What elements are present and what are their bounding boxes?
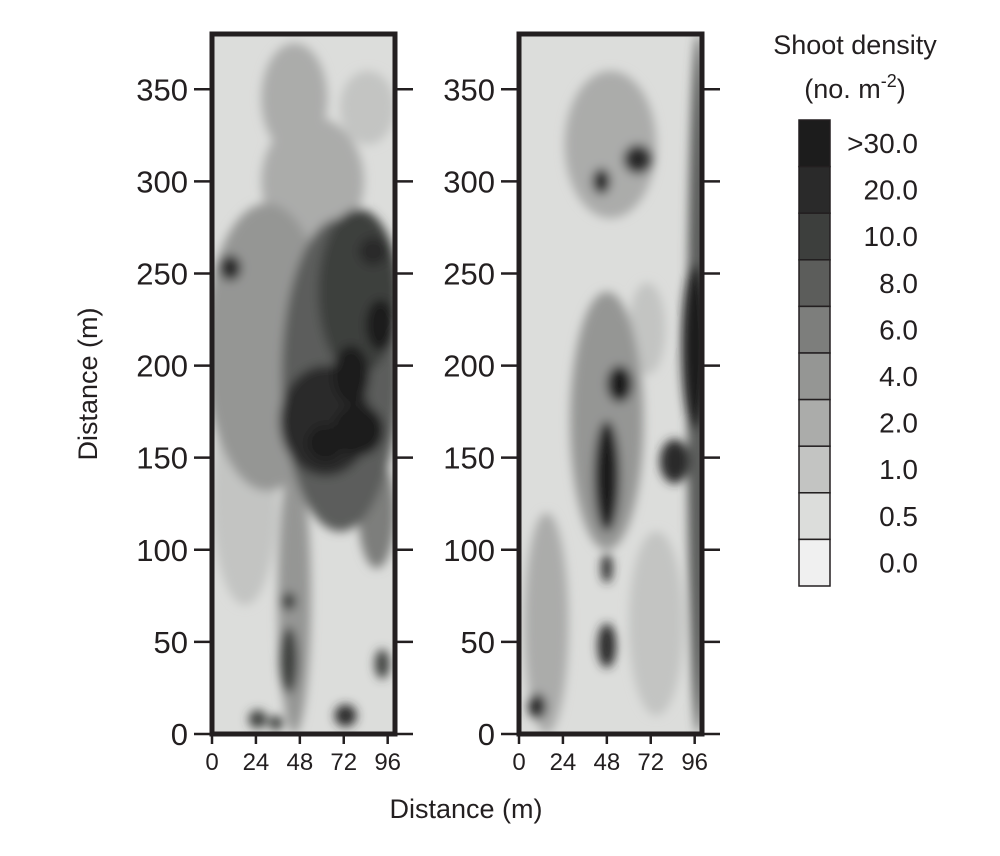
density-blob	[219, 255, 242, 281]
legend-swatch	[798, 445, 831, 494]
legend-label: 0.0	[879, 547, 918, 578]
x-axis-title: Distance (m)	[389, 794, 542, 824]
density-blob	[528, 693, 547, 720]
y-tick-label: 300	[136, 164, 188, 199]
y-tick-label: 100	[443, 533, 495, 568]
density-blob	[268, 715, 284, 731]
panel-frame	[516, 31, 705, 737]
legend-unit-superscript: -2	[881, 71, 897, 91]
density-blob	[358, 236, 388, 267]
x-axis-ticks: 0 24 48 72 96	[205, 734, 401, 776]
legend-labels: >30.0 20.0 10.0 8.0 6.0 4.0 2.0 1.0 0.5 0.0	[847, 128, 918, 578]
legend-label: 4.0	[879, 361, 918, 392]
legend-swatch	[798, 352, 831, 401]
legend-swatch	[798, 492, 831, 541]
legend: Shoot density (no. m-2) >30.0 20.0 10.0 8.0…	[773, 30, 937, 587]
density-blob	[623, 144, 653, 174]
legend-title: Shoot density	[773, 30, 937, 60]
legend-swatch	[798, 259, 831, 308]
x-tick-label: 48	[593, 749, 620, 776]
x-tick-label: 72	[330, 749, 357, 776]
x-tick-label: 24	[550, 749, 577, 776]
legend-label: 8.0	[879, 268, 918, 299]
density-blob	[281, 592, 297, 611]
x-tick-label: 96	[681, 749, 708, 776]
density-blob	[681, 264, 702, 431]
x-tick-label: 0	[512, 749, 525, 776]
legend-label: 1.0	[879, 454, 918, 485]
x-axis-ticks: 0 24 48 72 96	[512, 734, 708, 776]
y-tick-label: 0	[171, 717, 188, 752]
density-blob	[597, 623, 616, 668]
heatmap-panel-left: 0 50 100 150 200 250 300 350 0 24 48 72 96	[136, 31, 413, 776]
y-tick-label: 250	[443, 256, 495, 291]
density-field	[524, 34, 702, 734]
legend-swatches	[798, 119, 831, 587]
density-blob	[601, 553, 613, 583]
legend-swatch	[798, 398, 831, 447]
density-blob	[332, 345, 370, 405]
density-blob	[570, 291, 644, 550]
y-tick-label: 50	[461, 625, 495, 660]
heatmap-panel-right: 0 50 100 150 200 250 300 350 0 24 48 72 96	[443, 31, 720, 776]
density-blob	[524, 512, 569, 734]
density-field	[212, 43, 395, 734]
y-tick-label: 350	[443, 72, 495, 107]
density-blob	[628, 531, 684, 716]
legend-label: 6.0	[879, 314, 918, 345]
y-axis-ticks: 0 50 100 150 200 250 300 350	[443, 72, 720, 752]
legend-label: >30.0	[847, 128, 918, 159]
legend-swatch	[798, 119, 831, 168]
density-blob	[564, 70, 657, 219]
density-blob	[338, 212, 361, 239]
legend-unit-suffix: )	[897, 74, 906, 104]
density-blob	[594, 420, 620, 532]
x-tick-label: 24	[243, 749, 270, 776]
density-blob	[592, 168, 611, 195]
legend-swatch	[798, 305, 831, 354]
legend-label: 20.0	[864, 175, 919, 206]
y-tick-label: 50	[154, 625, 188, 660]
y-tick-label: 100	[136, 533, 188, 568]
legend-swatch	[798, 212, 831, 261]
density-blob	[279, 627, 299, 694]
density-blob	[365, 299, 395, 351]
density-blob	[628, 282, 666, 375]
legend-unit: (no. m-2)	[804, 71, 906, 104]
legend-label: 10.0	[864, 221, 919, 252]
legend-unit-prefix: (no. m	[804, 74, 881, 104]
legend-label: 2.0	[879, 408, 918, 439]
density-blob	[248, 710, 267, 729]
legend-swatch	[798, 538, 831, 587]
density-blob	[307, 424, 344, 462]
density-blob	[332, 404, 385, 456]
y-axis-ticks: 0 50 100 150 200 250 300 350	[136, 72, 413, 752]
density-blob	[374, 649, 390, 679]
x-tick-label: 48	[286, 749, 313, 776]
y-tick-label: 200	[136, 349, 188, 384]
x-tick-label: 72	[637, 749, 664, 776]
x-tick-label: 0	[205, 749, 218, 776]
y-tick-label: 250	[136, 256, 188, 291]
legend-label: 0.5	[879, 501, 918, 532]
density-blob	[606, 365, 633, 403]
legend-swatch	[798, 165, 831, 214]
y-axis-title: Distance (m)	[73, 307, 103, 460]
y-tick-label: 200	[443, 349, 495, 384]
y-tick-label: 150	[136, 441, 188, 476]
y-tick-label: 350	[136, 72, 188, 107]
y-tick-label: 300	[443, 164, 495, 199]
x-tick-label: 96	[374, 749, 401, 776]
density-blob	[659, 439, 690, 484]
panel-frame	[209, 31, 398, 737]
y-tick-label: 0	[478, 717, 495, 752]
density-blob	[340, 70, 395, 145]
density-blob	[261, 43, 328, 154]
y-tick-label: 150	[443, 441, 495, 476]
density-blob	[334, 704, 357, 727]
